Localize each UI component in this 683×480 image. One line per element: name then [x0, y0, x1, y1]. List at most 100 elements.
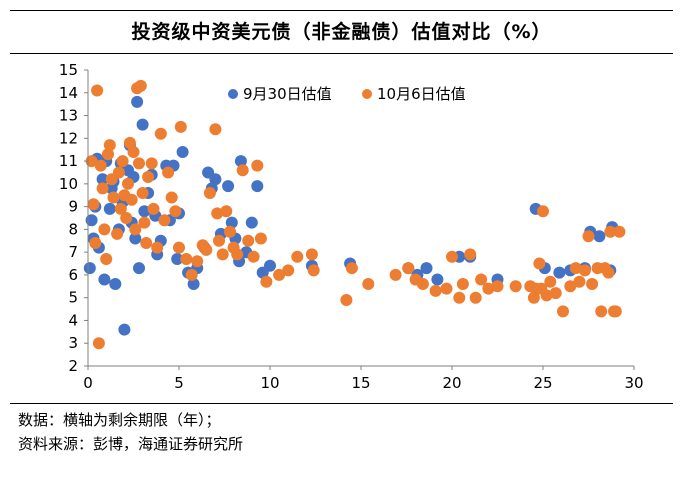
data-point — [98, 223, 111, 236]
data-point — [557, 305, 569, 318]
data-point — [431, 273, 444, 286]
data-point — [122, 177, 134, 190]
data-point — [564, 280, 577, 293]
data-point — [251, 180, 264, 193]
data-point — [133, 157, 145, 170]
data-point — [225, 216, 238, 229]
data-point — [136, 118, 149, 131]
data-point — [103, 139, 116, 152]
data-point — [260, 275, 273, 288]
y-tick-label: 3 — [68, 334, 78, 352]
data-point — [165, 191, 178, 204]
data-point — [213, 234, 225, 247]
data-point — [83, 262, 96, 275]
data-point — [100, 253, 113, 265]
data-point — [582, 230, 595, 243]
x-tick-label: 25 — [533, 374, 552, 392]
data-point — [216, 248, 229, 261]
data-point — [533, 257, 546, 270]
data-point — [103, 202, 116, 215]
scatter-chart: 2 3 4 5 6 7 8 9 10 11 12 13 14 15 0 5 10 15 20 25 30 9月30日估值… — [59, 61, 644, 392]
data-point — [174, 120, 187, 133]
data-point — [469, 291, 482, 304]
data-point — [482, 282, 495, 295]
data-point — [569, 262, 582, 275]
data-point — [307, 264, 320, 277]
legend-label-series-1: 9月30日估值 — [243, 85, 332, 103]
x-tick-label: 15 — [351, 374, 370, 392]
data-point — [133, 262, 145, 275]
data-point — [162, 166, 175, 179]
source-note: 资料来源：彭博，海通证券研究所 — [18, 435, 244, 453]
data-point — [96, 182, 109, 195]
data-point — [129, 223, 142, 236]
data-point — [94, 159, 107, 172]
legend-label-series-2: 10月6日估值 — [377, 85, 466, 103]
data-point — [85, 155, 98, 168]
y-tick-label: 9 — [68, 198, 78, 216]
data-point — [91, 84, 104, 97]
data-point — [593, 230, 606, 243]
y-tick-label: 14 — [59, 84, 78, 102]
data-point — [549, 287, 562, 300]
y-tick-label: 4 — [68, 311, 78, 329]
x-tick-label: 5 — [174, 374, 184, 392]
data-point — [92, 337, 105, 350]
data-point — [613, 225, 626, 238]
data-point — [98, 273, 111, 286]
x-tick-label: 30 — [624, 374, 643, 392]
data-point — [247, 250, 260, 263]
data-point — [200, 243, 213, 256]
series-2 — [85, 79, 626, 350]
top-rule — [10, 10, 673, 11]
data-point — [111, 227, 124, 240]
data-point — [169, 205, 182, 218]
data-point — [254, 232, 267, 245]
data-point — [553, 266, 566, 279]
data-point — [222, 180, 235, 193]
data-point — [129, 232, 142, 245]
data-point — [138, 216, 151, 229]
data-point — [245, 216, 258, 229]
data-point — [209, 123, 222, 136]
y-tick-label: 5 — [68, 289, 78, 307]
data-point — [185, 268, 198, 281]
chart-title: 投资级中资美元债（非金融债）估值对比（%） — [131, 21, 552, 43]
data-point — [145, 157, 158, 170]
y-tick-label: 7 — [68, 243, 78, 261]
data-point — [203, 187, 216, 199]
data-point — [112, 166, 125, 179]
title-rule — [10, 53, 673, 54]
data-point — [158, 214, 171, 227]
data-point — [147, 202, 160, 215]
data-point — [173, 241, 185, 254]
data-point — [420, 262, 433, 275]
axes: 2 3 4 5 6 7 8 9 10 11 12 13 14 15 0 5 10 15 20 25 30 — [59, 61, 644, 392]
data-point — [171, 253, 184, 265]
data-point — [345, 262, 358, 275]
data-point — [154, 127, 167, 140]
data-point — [107, 191, 120, 204]
data-point — [191, 255, 204, 268]
data-point — [123, 136, 136, 149]
data-point — [125, 193, 138, 206]
data-point — [540, 289, 553, 302]
data-point — [609, 305, 622, 318]
data-point — [87, 198, 100, 211]
y-tick-label: 10 — [59, 175, 78, 193]
data-point — [211, 207, 224, 220]
data-point — [120, 212, 133, 224]
data-point — [242, 234, 255, 247]
data-point — [464, 248, 477, 261]
y-tick-label: 6 — [68, 266, 78, 284]
data-point — [453, 291, 466, 304]
data-point — [224, 225, 236, 238]
data-point — [402, 262, 415, 275]
data-point — [96, 173, 109, 186]
x-tick-label: 10 — [260, 374, 279, 392]
data-point — [236, 164, 249, 177]
y-tick-label: 13 — [59, 107, 78, 125]
data-point — [578, 264, 591, 277]
data-note: 数据：横轴为剩余期限（年）； — [18, 411, 221, 429]
data-point — [491, 280, 504, 293]
